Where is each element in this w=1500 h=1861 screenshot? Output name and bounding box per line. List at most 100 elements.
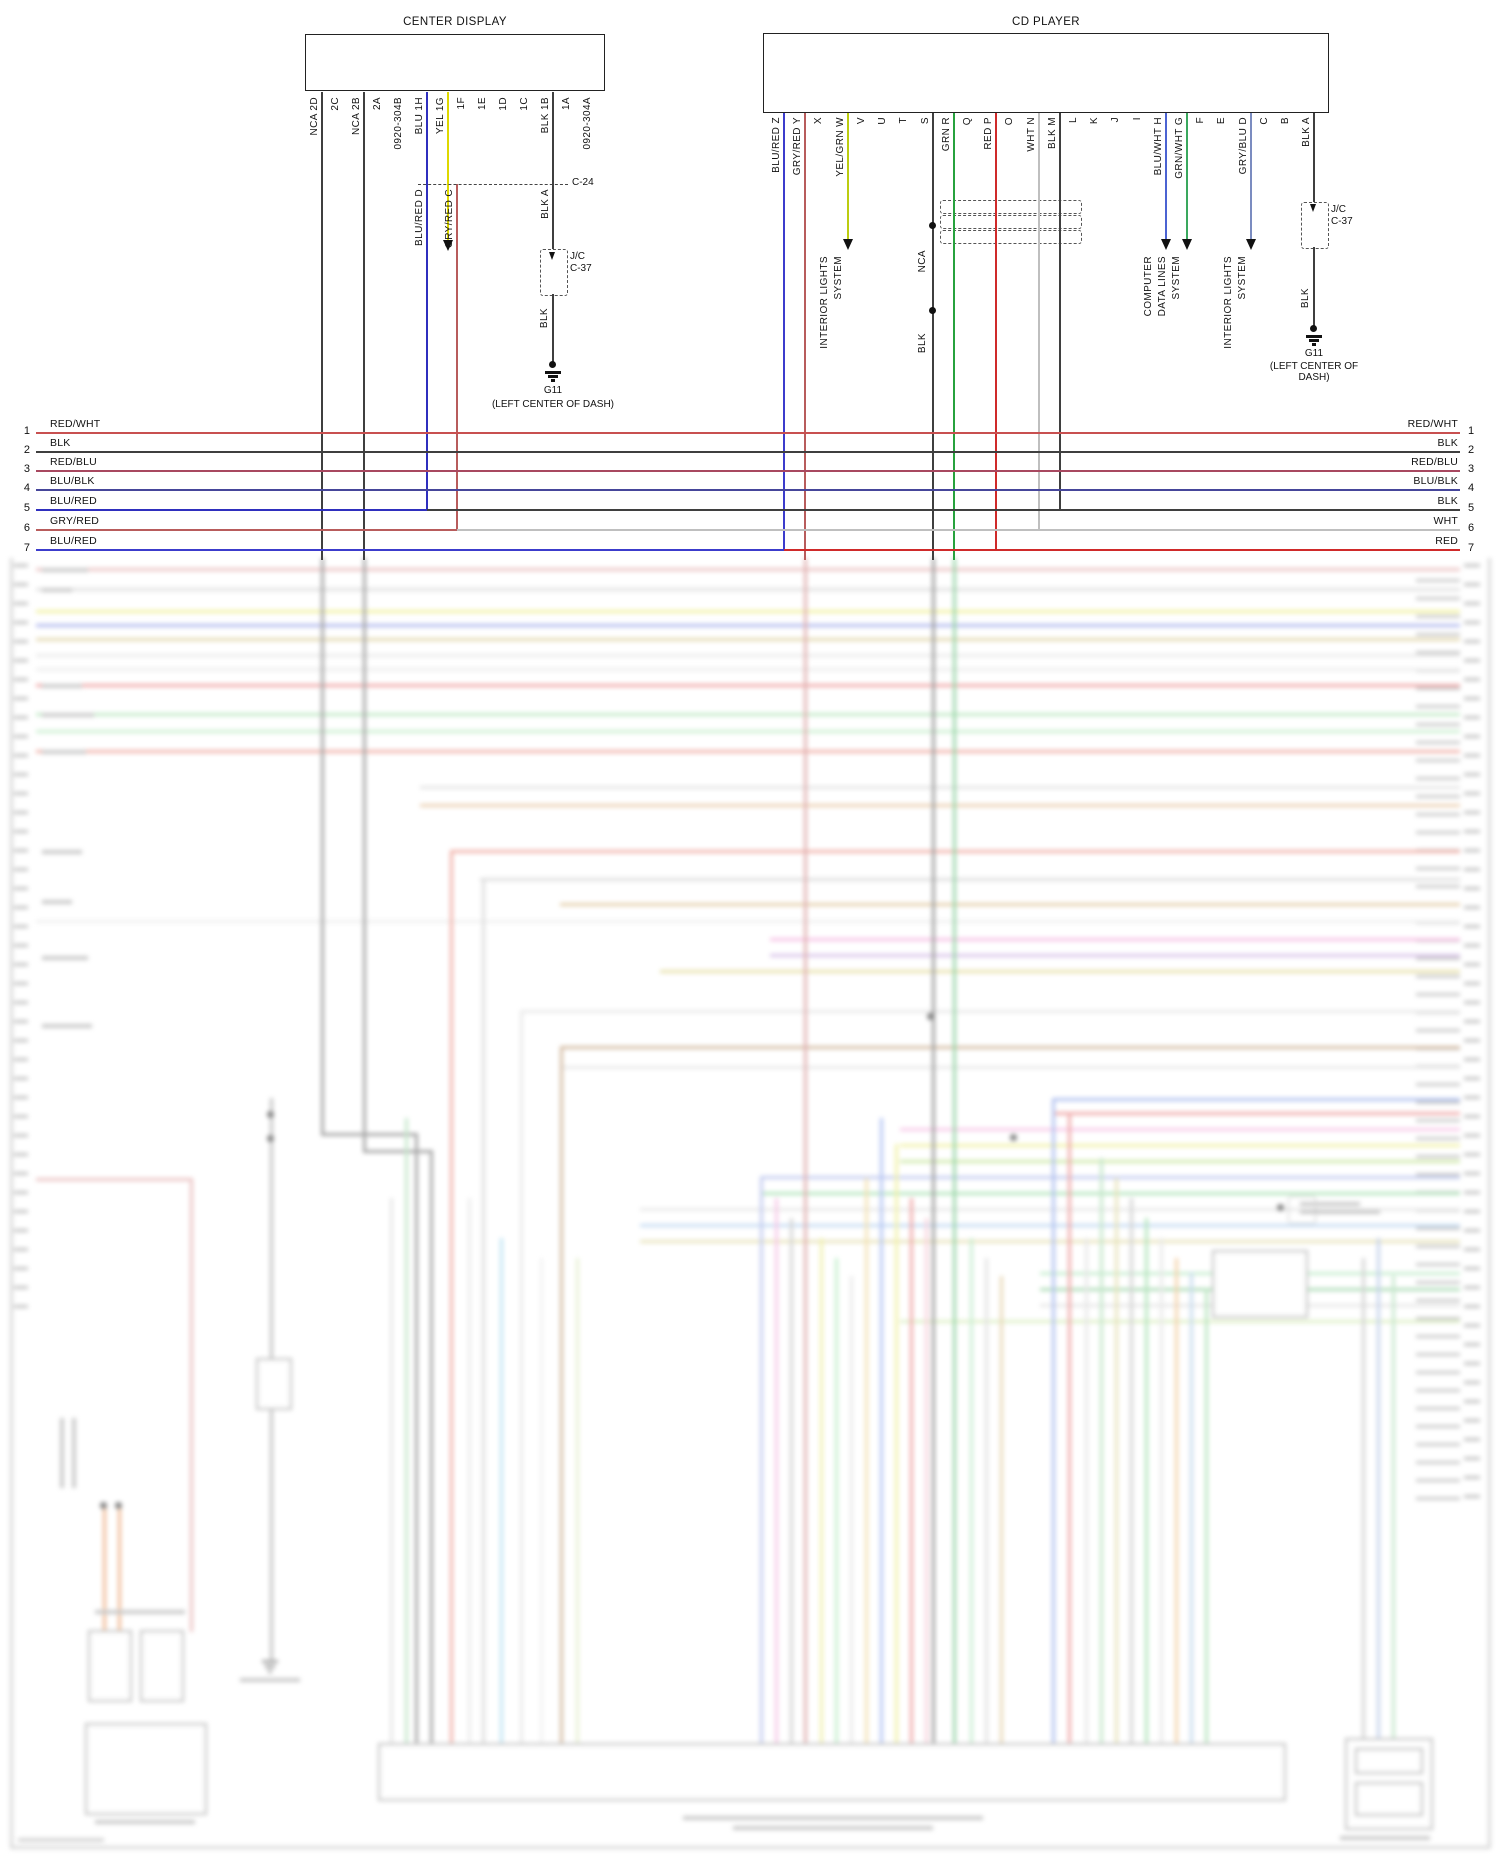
cd-player-title: CD PLAYER bbox=[1012, 16, 1080, 28]
blurred-tick-column bbox=[14, 564, 28, 1324]
joint-connector-name: J/C bbox=[1331, 204, 1346, 215]
blurred-connector-box bbox=[1212, 1250, 1308, 1318]
wire-row bbox=[457, 529, 1460, 531]
blurred-wire bbox=[36, 750, 1460, 753]
blurred-wire bbox=[482, 878, 485, 1745]
row-label-right: BLK bbox=[1437, 437, 1458, 449]
blurred-wire bbox=[1160, 1238, 1163, 1745]
row-number-right: 1 bbox=[1468, 425, 1475, 437]
blurred-label bbox=[72, 1418, 76, 1488]
blurred-wire bbox=[36, 638, 1460, 641]
blurred-wire bbox=[415, 1133, 418, 1745]
arrow-down-icon bbox=[843, 239, 853, 250]
blurred-wire bbox=[1377, 1238, 1380, 1740]
pin-label: 2C bbox=[330, 97, 341, 111]
pin-label: 1D bbox=[498, 97, 509, 111]
blurred-connector-box bbox=[378, 1743, 1286, 1801]
blurred-wire bbox=[468, 1198, 471, 1745]
wire-row bbox=[427, 509, 1460, 511]
blurred-frame bbox=[10, 1846, 1490, 1849]
row-label-right: BLK bbox=[1437, 495, 1458, 507]
blurred-wire bbox=[760, 1176, 763, 1745]
wire-row bbox=[36, 470, 1460, 472]
pin-label: K bbox=[1089, 117, 1100, 125]
blurred-wire bbox=[321, 558, 324, 1133]
blurred-junction-dot bbox=[267, 1135, 274, 1142]
row-number-right: 3 bbox=[1468, 463, 1475, 475]
blurred-junction-dot bbox=[115, 1502, 122, 1509]
wire-c24-gryred bbox=[456, 184, 458, 530]
blurred-wire bbox=[1052, 1098, 1460, 1101]
blurred-label bbox=[1300, 1202, 1360, 1206]
row-label-left: BLK bbox=[50, 437, 71, 449]
blurred-wire bbox=[1052, 1098, 1055, 1745]
ground-location: (LEFT CENTER OF DASH) bbox=[1269, 361, 1359, 383]
shield-reference-box bbox=[940, 215, 1082, 229]
blurred-wire bbox=[900, 1128, 1460, 1131]
blurred-label bbox=[42, 684, 82, 688]
blurred-wire bbox=[770, 954, 1460, 957]
blurred-label bbox=[42, 588, 72, 592]
ground-icon bbox=[551, 379, 555, 382]
row-label-right: RED bbox=[1435, 535, 1458, 547]
joint-connector-name: J/C bbox=[570, 251, 585, 262]
blurred-wire bbox=[363, 558, 366, 1150]
ground-icon bbox=[1309, 339, 1319, 342]
blurred-wire bbox=[36, 668, 1460, 671]
blurred-junction-dot bbox=[1277, 1204, 1284, 1211]
blurred-wire bbox=[1145, 1218, 1148, 1745]
row-label-left: BLU/RED bbox=[50, 535, 97, 547]
blurred-wire bbox=[900, 1160, 1460, 1163]
wire-cd-m-blk bbox=[1059, 113, 1061, 510]
blurred-wire bbox=[985, 1258, 988, 1745]
wire-center-1h-blu bbox=[426, 92, 428, 510]
blurred-wire bbox=[36, 920, 1460, 923]
blurred-connector-box bbox=[88, 1630, 132, 1702]
ground-id: G11 bbox=[1304, 348, 1324, 359]
shield-reference-box bbox=[940, 200, 1082, 214]
wire-ground-blk bbox=[1313, 247, 1315, 326]
wire-center-1g-yel bbox=[447, 92, 449, 240]
blurred-wire bbox=[520, 1010, 523, 1745]
blurred-label bbox=[42, 750, 86, 754]
blurred-wire bbox=[760, 1192, 1460, 1195]
blurred-wire bbox=[932, 558, 935, 1745]
pin-label: 0920-304B bbox=[393, 97, 404, 150]
blurred-wire bbox=[910, 1198, 913, 1745]
pin-label: E bbox=[1216, 117, 1227, 125]
ground-icon bbox=[548, 375, 558, 378]
junction-dot bbox=[929, 307, 936, 314]
blurred-wire bbox=[36, 588, 1460, 591]
pin-label: 1C bbox=[519, 97, 530, 111]
pin-label: V bbox=[856, 117, 867, 125]
blurred-tick-column bbox=[1464, 564, 1480, 1504]
row-number-left: 3 bbox=[23, 463, 30, 475]
pin-label: I bbox=[1132, 117, 1143, 121]
blurred-wire bbox=[480, 878, 1460, 881]
blurred-wire bbox=[640, 1224, 1460, 1227]
blurred-wire bbox=[452, 850, 1460, 853]
row-label-left: RED/WHT bbox=[50, 418, 101, 430]
pin-label: BLK 1B bbox=[540, 97, 551, 134]
row-number-left: 4 bbox=[23, 482, 30, 494]
pin-label: YEL 1G bbox=[435, 97, 446, 135]
pin-label: NCA 2D bbox=[309, 97, 320, 136]
pin-label: S bbox=[920, 117, 931, 125]
blurred-wire bbox=[576, 1258, 579, 1745]
pin-label: Q bbox=[962, 117, 973, 126]
blurred-lower-diagram bbox=[0, 558, 1500, 1861]
wire-row bbox=[36, 549, 784, 551]
pin-label: YEL/GRN W bbox=[835, 117, 846, 177]
blurred-wire bbox=[1392, 1276, 1395, 1740]
blurred-wire bbox=[1100, 1158, 1103, 1745]
blurred-wire bbox=[190, 1178, 193, 1632]
ground-junction-dot bbox=[549, 361, 556, 368]
pin-label: WHT N bbox=[1026, 117, 1037, 152]
blurred-wire bbox=[1362, 1258, 1365, 1740]
joint-connector-id: C-37 bbox=[570, 263, 592, 274]
blurred-connector-box bbox=[140, 1630, 184, 1702]
blurred-wire bbox=[1068, 1112, 1071, 1745]
blurred-wire bbox=[820, 1238, 823, 1745]
system-label: COMPUTER bbox=[1143, 256, 1154, 317]
blurred-wire bbox=[520, 1010, 1460, 1013]
